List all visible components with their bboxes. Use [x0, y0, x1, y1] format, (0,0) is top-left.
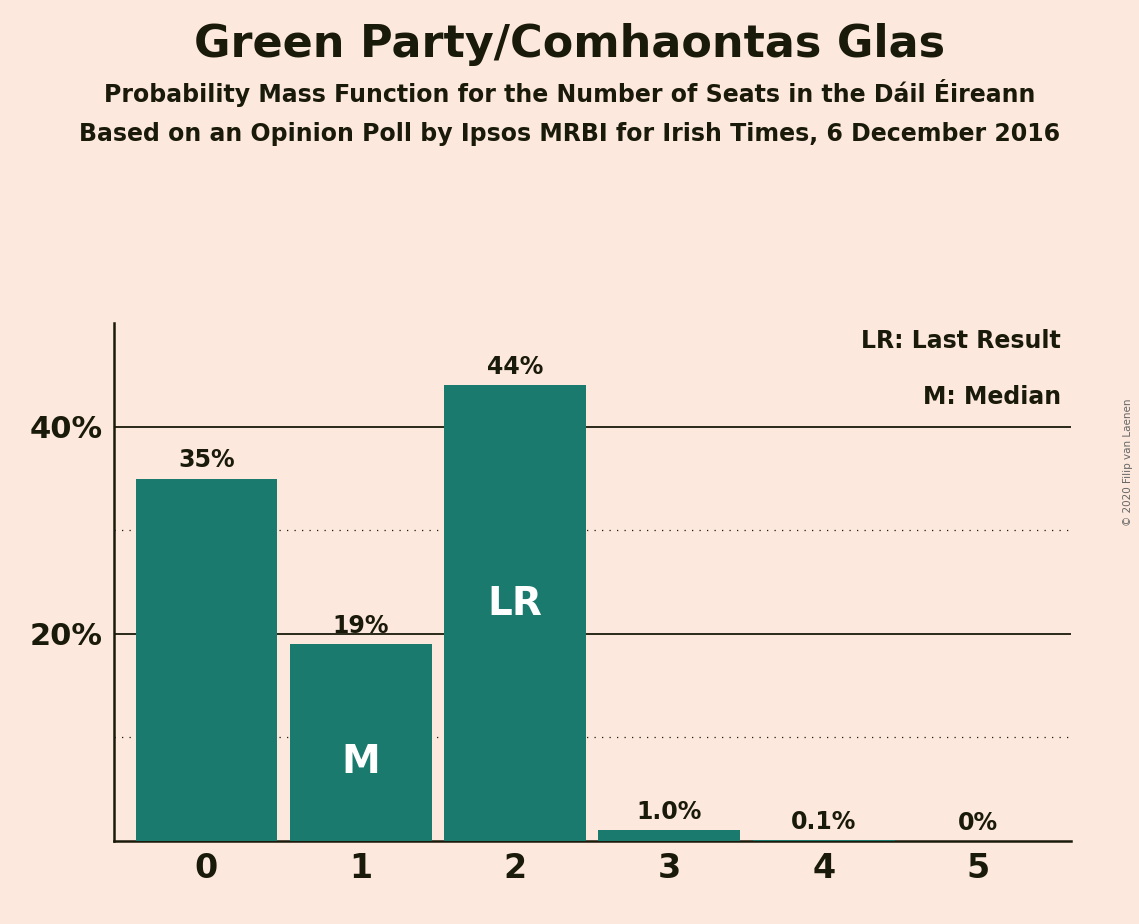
Text: 44%: 44% — [487, 356, 543, 379]
Bar — [598, 831, 740, 841]
Bar — [444, 385, 587, 841]
Text: 0.1%: 0.1% — [792, 809, 857, 833]
Text: 0%: 0% — [958, 810, 998, 834]
Text: 1.0%: 1.0% — [637, 800, 702, 824]
Bar — [136, 479, 278, 841]
Bar — [753, 840, 895, 841]
Text: 19%: 19% — [333, 614, 390, 638]
Text: 35%: 35% — [178, 448, 235, 472]
Text: LR: Last Result: LR: Last Result — [861, 329, 1062, 353]
Text: M: Median: M: Median — [923, 385, 1062, 409]
Text: LR: LR — [487, 585, 542, 623]
Text: M: M — [342, 743, 380, 781]
Text: Green Party/Comhaontas Glas: Green Party/Comhaontas Glas — [194, 23, 945, 67]
Text: © 2020 Filip van Laenen: © 2020 Filip van Laenen — [1123, 398, 1133, 526]
Text: Based on an Opinion Poll by Ipsos MRBI for Irish Times, 6 December 2016: Based on an Opinion Poll by Ipsos MRBI f… — [79, 122, 1060, 146]
Bar — [289, 644, 432, 841]
Text: Probability Mass Function for the Number of Seats in the Dáil Éireann: Probability Mass Function for the Number… — [104, 79, 1035, 106]
